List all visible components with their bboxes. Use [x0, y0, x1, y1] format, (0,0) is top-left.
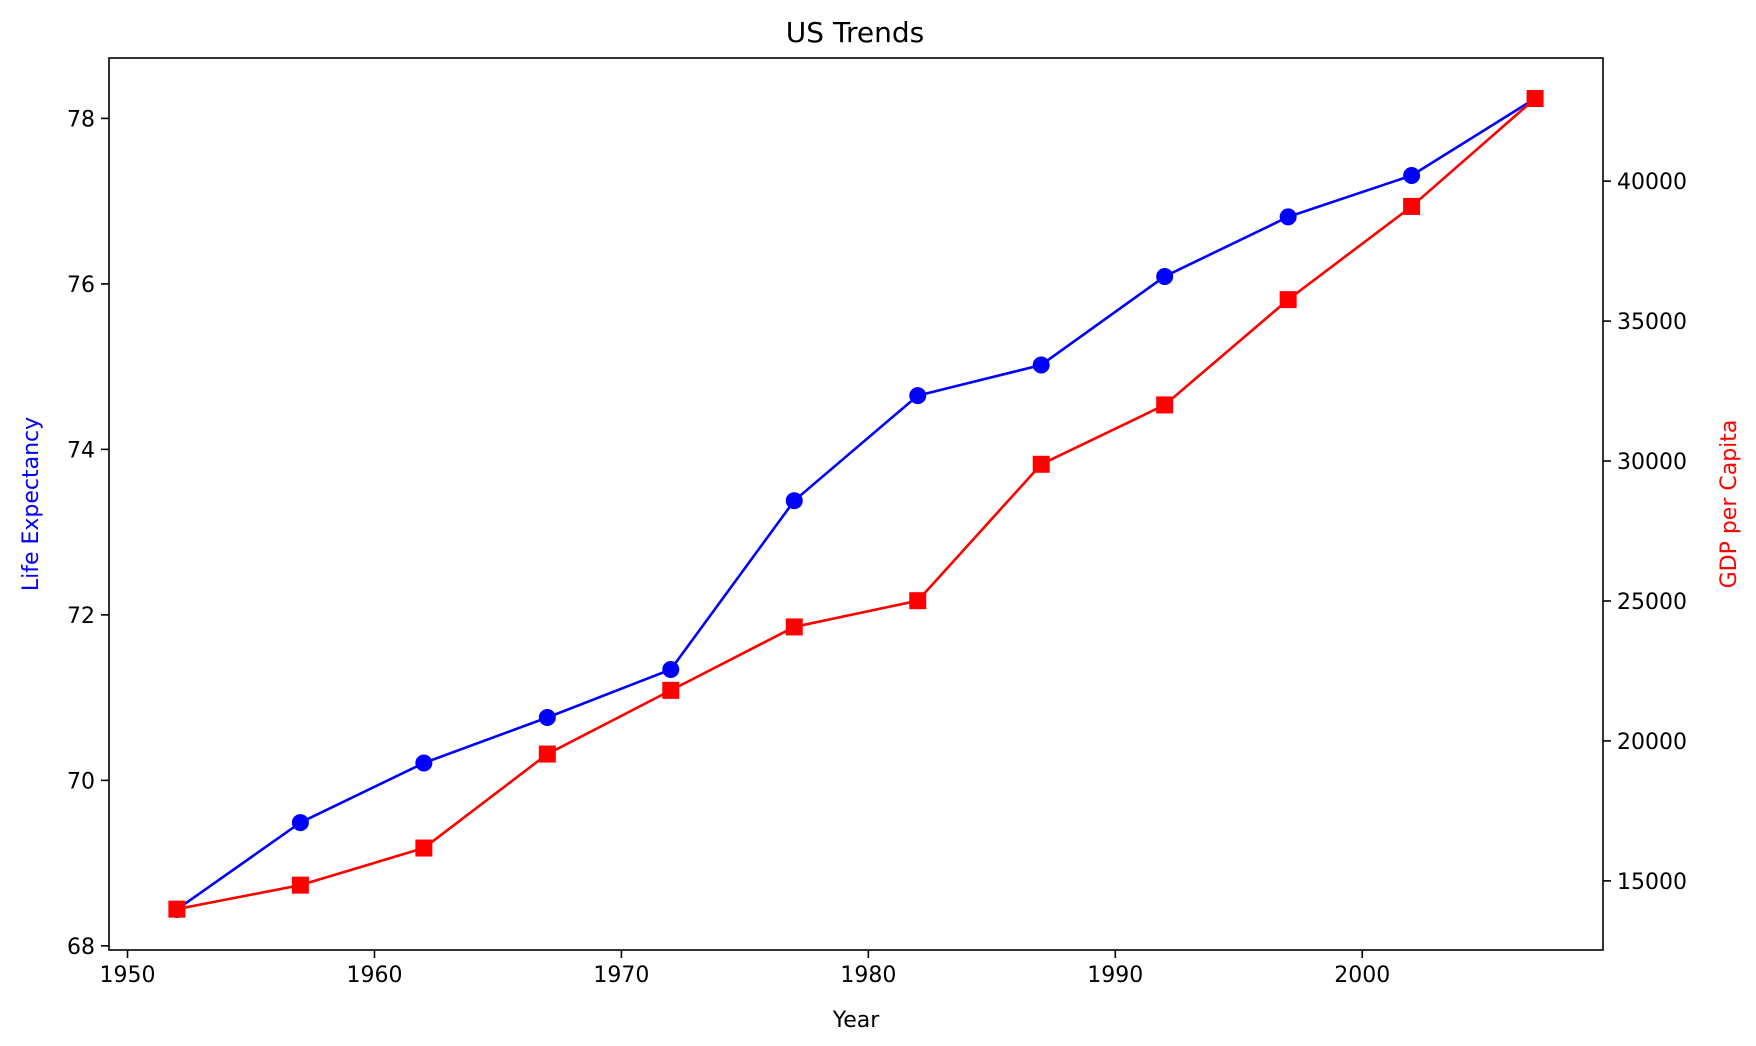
right-y-axis-label: GDP per Capita — [1717, 420, 1742, 589]
data-point — [1032, 356, 1050, 374]
x-tick-label: 1990 — [1087, 963, 1143, 988]
series-line — [176, 97, 1536, 911]
x-axis-label: Year — [832, 1008, 881, 1033]
data-point — [1156, 267, 1174, 285]
x-tick-label: 2000 — [1334, 963, 1390, 988]
left-y-tick-label: 78 — [67, 107, 95, 132]
data-point — [291, 814, 309, 832]
series-right — [168, 90, 1544, 918]
data-point — [909, 387, 927, 405]
left-y-tick-label: 76 — [67, 273, 95, 298]
x-tick-label: 1980 — [840, 963, 896, 988]
data-point — [785, 492, 803, 510]
left-y-axis-label: Life Expectancy — [19, 417, 44, 591]
left-y-axis: 68 70 72 74 76 78 — [67, 107, 109, 960]
data-point — [168, 900, 186, 918]
data-point — [1403, 166, 1421, 184]
data-point — [415, 754, 433, 772]
left-y-tick-label: 70 — [67, 769, 95, 794]
data-point — [785, 618, 803, 636]
right-y-tick-label: 35000 — [1617, 310, 1687, 335]
right-y-tick-label: 15000 — [1617, 870, 1687, 895]
x-axis: 1950 1960 1970 1980 1990 2000 — [100, 950, 1390, 988]
data-point — [1032, 455, 1050, 473]
x-tick-label: 1950 — [100, 963, 156, 988]
data-point — [291, 876, 309, 894]
left-y-tick-label: 72 — [67, 604, 95, 629]
right-y-tick-label: 25000 — [1617, 590, 1687, 615]
x-tick-label: 1970 — [593, 963, 649, 988]
data-point — [1156, 396, 1174, 414]
series-layer — [168, 90, 1544, 918]
right-y-tick-label: 20000 — [1617, 730, 1687, 755]
right-y-tick-label: 40000 — [1617, 170, 1687, 195]
left-y-tick-label: 68 — [67, 935, 95, 960]
series-line — [176, 97, 1536, 911]
right-y-tick-label: 30000 — [1617, 450, 1687, 475]
x-tick-label: 1960 — [346, 963, 402, 988]
data-point — [1279, 291, 1297, 309]
chart-title: US Trends — [786, 16, 924, 49]
data-point — [909, 592, 927, 610]
data-point — [662, 660, 680, 678]
data-point — [1279, 208, 1297, 226]
right-y-axis: 15000 20000 25000 30000 35000 40000 — [1603, 170, 1687, 895]
data-point — [538, 708, 556, 726]
data-point — [538, 745, 556, 763]
plot-area-frame — [108, 57, 1604, 951]
left-y-tick-label: 74 — [67, 438, 95, 463]
data-point — [415, 839, 433, 857]
data-point — [1403, 197, 1421, 215]
data-point — [1526, 90, 1544, 108]
data-point — [662, 681, 680, 699]
